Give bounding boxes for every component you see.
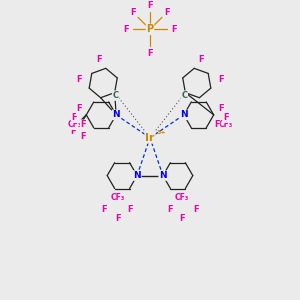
Text: C: C <box>112 91 119 100</box>
Text: F: F <box>127 205 133 214</box>
Text: F: F <box>80 120 86 129</box>
Text: F: F <box>171 25 177 34</box>
Text: N: N <box>112 110 120 119</box>
Text: CF₃: CF₃ <box>111 193 125 202</box>
Text: F: F <box>193 205 199 214</box>
Text: F: F <box>80 132 86 141</box>
Text: N: N <box>133 171 141 180</box>
Text: F: F <box>164 8 170 17</box>
Text: C: C <box>181 91 188 100</box>
Text: N: N <box>180 110 188 119</box>
Text: CF₃: CF₃ <box>218 120 233 129</box>
Text: 3+: 3+ <box>156 130 166 135</box>
Text: F: F <box>76 120 82 129</box>
Text: F: F <box>70 127 76 136</box>
Text: Ir: Ir <box>145 133 155 143</box>
Text: N: N <box>159 171 167 180</box>
Text: P: P <box>146 24 154 34</box>
Text: F: F <box>223 113 229 122</box>
Text: F: F <box>76 75 82 84</box>
Text: F: F <box>96 55 102 64</box>
Text: CF₃: CF₃ <box>175 193 189 202</box>
Text: F: F <box>179 214 185 223</box>
Text: F: F <box>147 1 153 10</box>
Text: F: F <box>167 205 173 214</box>
Text: F: F <box>123 25 129 34</box>
Text: F: F <box>115 214 121 223</box>
Text: F: F <box>198 55 204 64</box>
Text: F: F <box>130 8 136 17</box>
Text: F: F <box>214 120 220 129</box>
Text: F: F <box>147 49 153 58</box>
Text: F: F <box>101 205 107 214</box>
Text: F: F <box>76 104 82 113</box>
Text: F: F <box>71 113 77 122</box>
Text: F: F <box>218 104 224 113</box>
Text: CF₃: CF₃ <box>67 120 82 129</box>
Text: F: F <box>218 75 224 84</box>
